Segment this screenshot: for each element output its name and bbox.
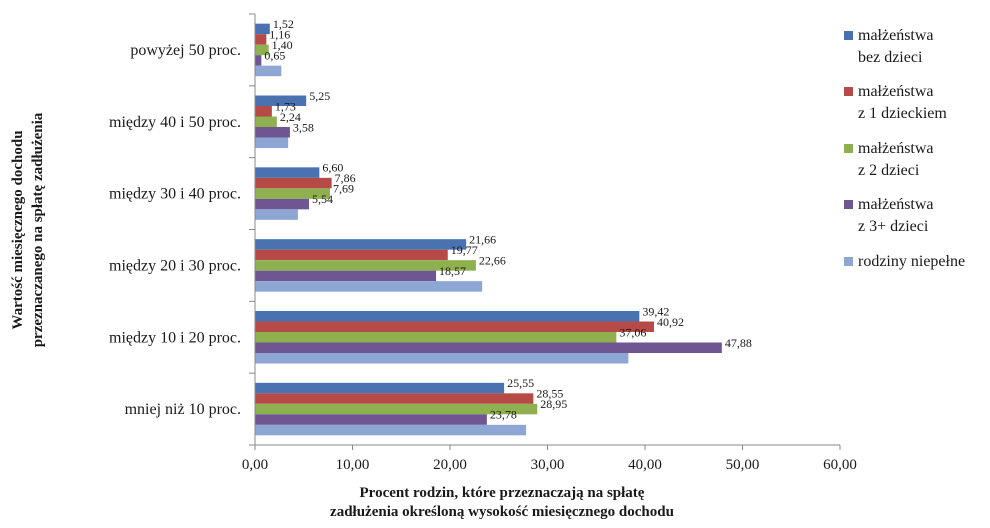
legend-label: małżeństwa bbox=[858, 27, 934, 44]
data-label: 7,86 bbox=[335, 171, 356, 185]
bar bbox=[255, 198, 310, 210]
legend-label: z 3+ dzieci bbox=[858, 218, 929, 235]
bar bbox=[255, 177, 332, 189]
bar bbox=[255, 249, 448, 261]
bar bbox=[255, 34, 267, 45]
bar bbox=[255, 382, 505, 394]
legend-swatch bbox=[844, 144, 853, 153]
data-label: 1,16 bbox=[269, 27, 290, 41]
x-tick-label: 10,00 bbox=[336, 457, 370, 473]
data-label: 47,88 bbox=[725, 336, 752, 350]
bar bbox=[255, 311, 640, 322]
category-label: między 30 i 40 proc. bbox=[109, 186, 241, 203]
x-tick-label: 40,00 bbox=[628, 457, 662, 473]
legend-label: małżeństwa bbox=[858, 83, 934, 100]
data-label: 1,73 bbox=[275, 99, 296, 113]
bar bbox=[255, 321, 654, 332]
bar bbox=[255, 332, 617, 343]
bar bbox=[255, 393, 534, 404]
data-label: 37,06 bbox=[619, 325, 646, 339]
data-label: 1,52 bbox=[273, 17, 294, 31]
data-label: 28,95 bbox=[540, 397, 567, 411]
category-label: mniej niż 10 proc. bbox=[125, 401, 241, 418]
category-label: między 40 i 50 proc. bbox=[109, 114, 241, 131]
x-tick-label: 50,00 bbox=[726, 457, 760, 473]
bar bbox=[255, 55, 262, 66]
legend-label: z 2 dzieci bbox=[858, 162, 920, 179]
x-tick-label: 30,00 bbox=[531, 457, 565, 473]
bar bbox=[255, 403, 538, 415]
data-label: 40,92 bbox=[657, 315, 684, 329]
bar bbox=[255, 414, 487, 425]
data-label: 39,42 bbox=[642, 304, 669, 318]
legend-label: małżeństwa bbox=[858, 196, 934, 213]
bar bbox=[255, 239, 467, 250]
y-axis-title: Wartość miesięcznego dochodu bbox=[10, 130, 26, 329]
bars-group bbox=[255, 23, 722, 436]
bar bbox=[255, 23, 270, 35]
data-label: 19,77 bbox=[451, 243, 478, 257]
bar bbox=[255, 209, 298, 220]
bar bbox=[255, 116, 277, 127]
bar bbox=[255, 127, 290, 138]
data-label: 5,54 bbox=[312, 192, 333, 206]
bar bbox=[255, 106, 272, 117]
legend-label: bez dzieci bbox=[858, 49, 923, 66]
bar bbox=[255, 270, 437, 282]
data-label: 7,69 bbox=[333, 182, 354, 196]
data-label: 23,78 bbox=[490, 408, 517, 422]
category-label: powyżej 50 proc. bbox=[130, 42, 241, 59]
data-label: 21,66 bbox=[469, 232, 496, 246]
legend-swatch bbox=[844, 31, 853, 40]
legend: małżeństwa bez dzieci małżeństwa z 1 dzieck… bbox=[844, 27, 965, 270]
bar bbox=[255, 424, 527, 436]
bar bbox=[255, 281, 483, 292]
data-label: 1,40 bbox=[272, 38, 293, 52]
bar bbox=[255, 65, 282, 77]
bar bbox=[255, 188, 330, 199]
bar bbox=[255, 260, 476, 271]
category-label: między 20 i 30 proc. bbox=[109, 257, 241, 274]
data-label: 5,25 bbox=[309, 89, 330, 103]
bar bbox=[255, 167, 320, 178]
category-label: między 10 i 20 proc. bbox=[109, 329, 241, 346]
legend-swatch bbox=[844, 87, 853, 96]
y-axis-title: przeznaczanego na spłatę zadłużenia bbox=[30, 112, 46, 347]
legend-label: z 1 dzieckiem bbox=[858, 105, 947, 122]
data-label: 3,58 bbox=[293, 120, 314, 134]
data-label: 2,24 bbox=[280, 110, 301, 124]
bar bbox=[255, 95, 307, 106]
bar bbox=[255, 353, 629, 364]
legend-swatch bbox=[844, 200, 853, 209]
data-label: 22,66 bbox=[479, 253, 506, 267]
bar bbox=[255, 44, 269, 56]
x-tick-label: 0,00 bbox=[242, 457, 268, 473]
data-label: 0,65 bbox=[264, 48, 285, 62]
data-label: 6,60 bbox=[322, 161, 343, 175]
data-label: 28,55 bbox=[536, 387, 563, 401]
bar bbox=[255, 137, 289, 148]
legend-label: rodziny niepełne bbox=[858, 253, 965, 270]
data-label: 18,57 bbox=[439, 264, 466, 278]
data-label: 25,55 bbox=[507, 376, 534, 390]
x-tick-label: 60,00 bbox=[823, 457, 857, 473]
x-tick-label: 20,00 bbox=[433, 457, 467, 473]
x-axis-title: zadłużenia określoną wysokość miesięczne… bbox=[330, 504, 674, 520]
legend-swatch bbox=[844, 257, 853, 266]
x-axis-title: Procent rodzin, które przeznaczają na sp… bbox=[360, 485, 645, 501]
axes-group: mniej niż 10 proc. między 10 i 20 proc. mi… bbox=[109, 13, 857, 473]
legend-label: małżeństwa bbox=[858, 140, 934, 157]
bar bbox=[255, 342, 722, 353]
axis-titles: Procent rodzin, które przeznaczają na sp… bbox=[10, 112, 674, 520]
